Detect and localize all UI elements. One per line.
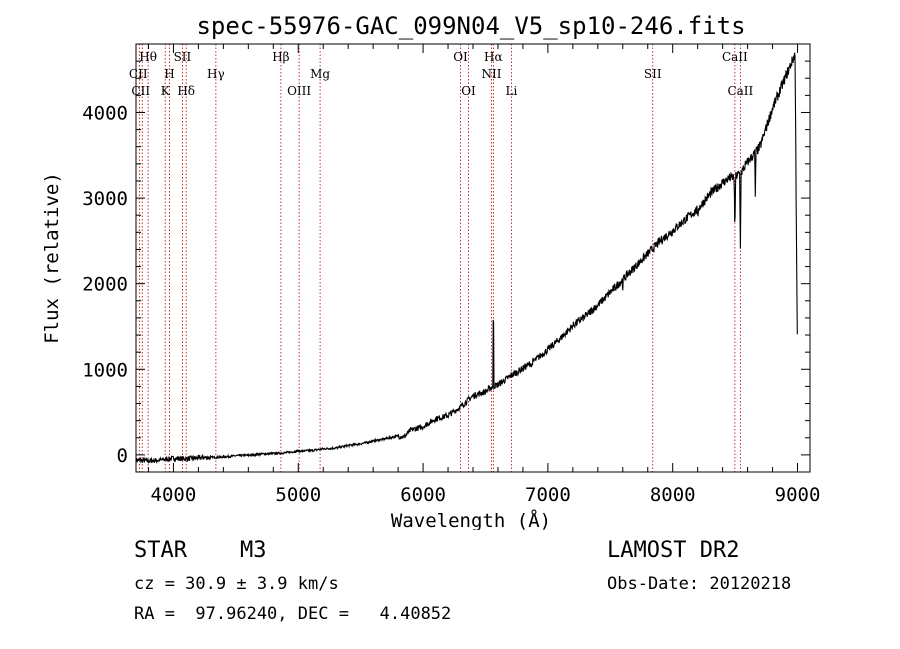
chart-title: spec-55976-GAC_099N04_V5_sp10-246.fits — [196, 12, 745, 40]
x-tick-label: 6000 — [400, 484, 446, 506]
line-annotation: Hδ — [177, 84, 195, 98]
object-type: STAR — [134, 538, 187, 563]
line-annotation: Li — [506, 84, 518, 98]
line-annotation: SII — [644, 67, 662, 81]
line-annotation: H — [164, 67, 174, 81]
line-annotation: CII — [131, 84, 150, 98]
plot-frame — [135, 43, 811, 473]
line-annotation: OIII — [287, 84, 311, 98]
y-tick-label: 4000 — [82, 102, 128, 124]
x-tick-label: 5000 — [275, 484, 321, 506]
line-annotation: Mg — [310, 67, 330, 81]
line-annotation: CaII — [727, 84, 753, 98]
spectrum-series — [135, 52, 798, 465]
x-tick-label: 4000 — [151, 484, 197, 506]
line-annotation: Hγ — [207, 67, 225, 81]
line-annotation: Hβ — [272, 50, 289, 64]
observation-date: Obs-Date: 20120218 — [607, 574, 792, 594]
line-markers — [138, 44, 741, 472]
line-annotation: CaII — [722, 50, 748, 64]
y-axis-ticks: 0 1000 2000 3000 4000 — [82, 60, 810, 467]
survey-name: LAMOST DR2 — [607, 538, 740, 563]
y-tick-label: 3000 — [82, 188, 128, 210]
x-tick-label: 9000 — [775, 484, 821, 506]
ra-dec-coordinates: RA = 97.96240, DEC = 4.40852 — [134, 604, 452, 624]
spectrum-chart: spec-55976-GAC_099N04_V5_sp10-246.fits H… — [41, 12, 821, 530]
redshift-velocity: cz = 30.9 ± 3.9 km/s — [134, 574, 339, 594]
line-annotation: OI — [461, 84, 476, 98]
line-annotation: Hθ — [139, 50, 157, 64]
object-subclass: M3 — [240, 538, 267, 563]
x-axis-ticks: 4000 5000 6000 7000 8000 9000 — [147, 44, 821, 506]
line-annotation: NII — [481, 67, 501, 81]
line-annotations: Hθ CII CII HK SII Hδ Hγ Hβ OIII Mg OI OI Hα NII Li SII C… — [129, 50, 754, 98]
y-axis-label: Flux (relative) — [41, 172, 63, 344]
y-tick-label: 2000 — [82, 274, 128, 296]
x-tick-label: 7000 — [525, 484, 571, 506]
line-annotation: OI — [453, 50, 468, 64]
line-annotation: Hα — [484, 50, 503, 64]
line-annotation: SII — [174, 50, 192, 64]
x-axis-label: Wavelength (Å) — [391, 509, 551, 530]
y-tick-label: 0 — [117, 445, 128, 467]
x-tick-label: 8000 — [650, 484, 696, 506]
line-annotation: K — [161, 84, 171, 98]
line-annotation: CII — [129, 67, 148, 81]
y-tick-label: 1000 — [82, 359, 128, 381]
